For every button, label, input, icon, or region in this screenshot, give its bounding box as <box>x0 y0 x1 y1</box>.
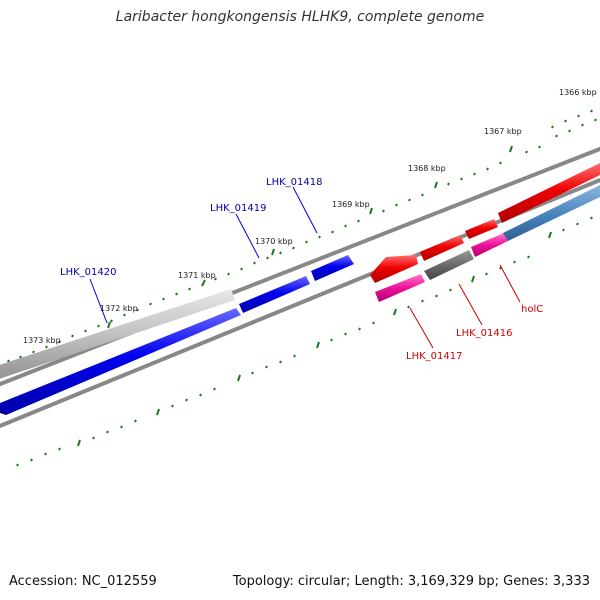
gene-red-1[interactable] <box>370 255 418 283</box>
leader-lhk01416 <box>458 283 483 326</box>
scale-label-1368: 1368 kbp <box>408 164 446 173</box>
gene-label-lhk01419: LHK_01419 <box>210 203 266 214</box>
gene-lhk01416-pseudo[interactable] <box>424 250 474 280</box>
gene-lhk01420[interactable] <box>0 308 241 415</box>
scale-label-1373: 1373 kbp <box>23 336 61 345</box>
reverse-strand-genes <box>370 163 600 302</box>
scale-label-1366: 1366 kbp <box>559 88 597 97</box>
map-title: Laribacter hongkongensis HLHK9, complete… <box>115 9 485 25</box>
gene-label-lhk01416: LHK_01416 <box>456 328 512 339</box>
gene-label-lhk01420: LHK_01420 <box>60 267 116 278</box>
gene-lhk01421-pseudo[interactable] <box>0 289 235 382</box>
gene-red-4[interactable] <box>498 163 600 223</box>
leader-lhk01418 <box>292 186 318 234</box>
gene-label-lhk01418: LHK_01418 <box>266 177 322 188</box>
gene-label-lhk01417: LHK_01417 <box>406 351 462 362</box>
scale-label-1372: 1372 kbp <box>100 304 138 313</box>
topology-text: Topology: circular; Length: 3,169,329 bp… <box>232 574 590 589</box>
leader-lhk01417 <box>409 307 434 349</box>
backbone-line-outer <box>0 146 600 387</box>
outer-scale-ticks <box>7 109 597 363</box>
leader-lhk01419 <box>235 213 260 259</box>
gene-label-holc: holC <box>521 304 543 315</box>
gene-steelblue[interactable] <box>503 185 600 241</box>
scale-label-1367: 1367 kbp <box>484 127 522 136</box>
scale-label-1371: 1371 kbp <box>178 271 216 280</box>
forward-strand-genes <box>0 255 354 415</box>
gene-red-3[interactable] <box>465 219 498 239</box>
gene-lhk01417[interactable] <box>375 274 425 302</box>
scale-label-1369: 1369 kbp <box>332 200 370 209</box>
leader-lhk01420 <box>89 278 108 324</box>
gene-lhk01419[interactable] <box>239 276 310 313</box>
scale-label-1370: 1370 kbp <box>255 237 293 246</box>
leader-holc <box>499 264 521 303</box>
accession-text: Accession: NC_012559 <box>9 574 157 589</box>
gene-lhk01418[interactable] <box>311 255 354 281</box>
gene-red-2[interactable] <box>420 235 464 261</box>
gene-holc[interactable] <box>471 233 508 257</box>
